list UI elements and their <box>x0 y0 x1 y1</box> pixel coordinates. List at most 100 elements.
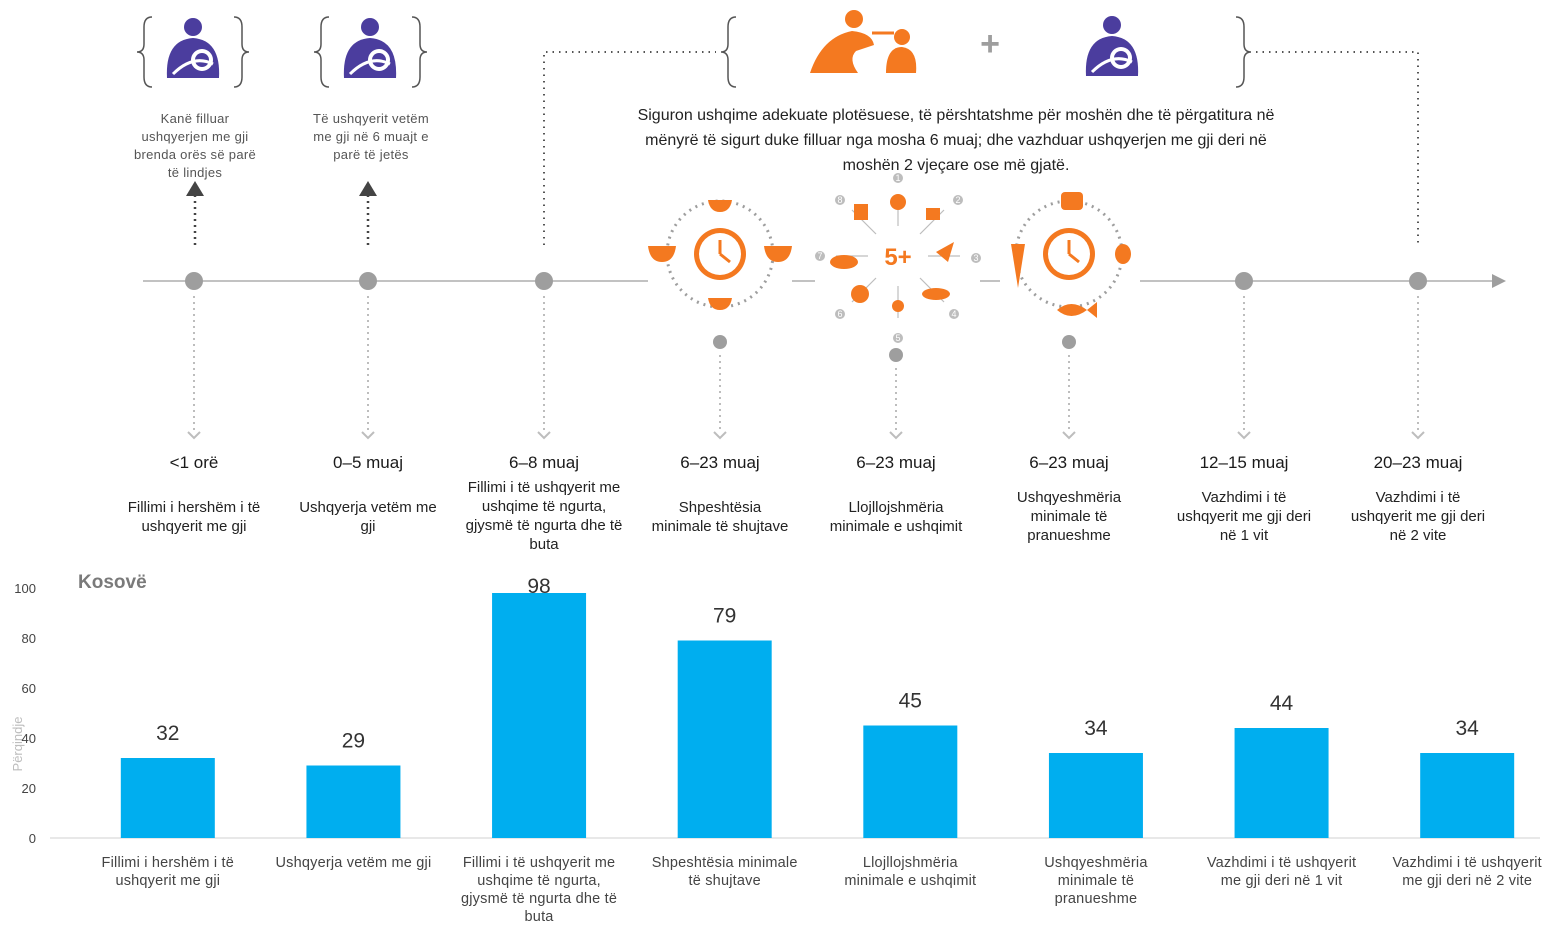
bowl-icon <box>708 200 732 212</box>
stage-description-line: ushqyerit me gji <box>141 518 247 535</box>
brace-left-1 <box>136 16 1252 88</box>
stage-description-line: gji <box>360 518 376 535</box>
stage-range-label: <1 orë <box>169 453 219 472</box>
food-group-number: 8 <box>837 195 842 205</box>
x-tick-label: minimale të <box>1058 873 1134 889</box>
note-exclusive-breastfeeding: Të ushqyerit vetëm me gji në 6 muajt e p… <box>288 110 454 164</box>
down-arrows <box>187 296 1425 440</box>
y-tick-label: 40 <box>22 731 36 746</box>
stage-description: Fillimi i hershëm i të ushqyerit me gji <box>106 498 282 536</box>
x-tick-label: Ushqyeshmëria <box>1044 855 1148 871</box>
y-tick-label: 100 <box>14 581 36 596</box>
bar-value-label: 79 <box>713 605 736 628</box>
x-tick-label: gjysmë të ngurta dhe të <box>461 891 617 907</box>
dietary-diversity-icon: 5+ 1 2 3 4 5 6 7 8 <box>815 173 981 343</box>
stage-range-label: 6–23 muaj <box>680 453 760 472</box>
carrot-icon <box>1011 244 1025 288</box>
clock-icon <box>1043 228 1095 280</box>
stage-description-line: Ushqyerja vetëm me <box>299 499 437 516</box>
note-arrow-2 <box>359 181 377 245</box>
meal-frequency-icon <box>648 199 792 310</box>
description-line: mënyrë të sigurt duke filluar nga mosha … <box>645 132 1267 149</box>
bar <box>120 758 215 838</box>
bar <box>1420 753 1515 838</box>
food-group-number: 4 <box>951 309 956 319</box>
stage-description: Vazhdimi i të ushqyerit me gji deri në 2 v… <box>1330 488 1506 545</box>
bar-value-label: 98 <box>527 575 550 598</box>
timeline-node <box>889 348 903 362</box>
bowl-icon <box>764 246 792 262</box>
diversity-number: 5+ <box>884 244 911 271</box>
chart-title: Kosovë <box>78 572 147 593</box>
bowl-icon <box>648 246 676 262</box>
timeline-infographic: + <box>136 10 1506 440</box>
stage-description: Ushqyerja vetëm me gji <box>280 498 456 536</box>
bar-value-label: 34 <box>1084 717 1108 740</box>
note-line: Kanë filluar <box>160 111 230 126</box>
food-group-number: 5 <box>895 333 900 343</box>
stage-description-line: Ushqyeshmëria <box>1016 489 1122 506</box>
stage-range-label: 12–15 muaj <box>1199 453 1289 472</box>
x-tick-label: Vazhdimi i të ushqyerit <box>1207 855 1356 871</box>
stage-range-label: 20–23 muaj <box>1373 453 1463 472</box>
timeline-nodes <box>185 272 1427 362</box>
stage-description-line: minimale e ushqimit <box>829 518 963 535</box>
note-line: ushqyerjen me gji <box>141 129 249 144</box>
note-line: brenda orës së parë <box>133 147 257 162</box>
clock-icon <box>694 228 746 280</box>
bar-chart: Kosovë Përqindje 0 20 40 60 80 100 32 29 98 79 45… <box>10 572 1542 925</box>
description-line: moshën 2 vjeçare ose më gjatë. <box>842 157 1070 174</box>
note-line: Të ushqyerit vetëm <box>313 111 429 126</box>
egg-icon <box>1115 244 1131 264</box>
stage-description-line: pranueshme <box>1027 527 1111 544</box>
food-group-number: 2 <box>955 195 960 205</box>
food-group-number: 1 <box>895 173 900 183</box>
x-tick-label: Shpeshtësia minimale <box>652 855 798 871</box>
fish-icon <box>1057 302 1097 318</box>
bar <box>677 640 772 838</box>
timeline-node <box>535 272 553 290</box>
timeline-node <box>1409 272 1427 290</box>
x-tick-label: Llojllojshmëria <box>863 855 959 871</box>
x-tick-label: ushqime të ngurta, <box>477 873 601 889</box>
stage-description-line: në 1 vit <box>1219 527 1269 544</box>
timeline-node <box>185 272 203 290</box>
stage-description-line: gjysmë të ngurta dhe të <box>465 517 623 534</box>
stage-description: Llojllojshmëria minimale e ushqimit <box>808 498 984 536</box>
breastfeeding-icon <box>1085 16 1139 76</box>
stage-description-line: ushqyerit me gji deri <box>1350 508 1486 525</box>
x-tick-label: Fillimi i të ushqyerit me <box>463 855 615 871</box>
x-tick-label: të shujtave <box>689 873 761 889</box>
stage-description-line: minimale të <box>1030 508 1108 525</box>
bar-value-label: 45 <box>899 690 922 713</box>
bowl-icon <box>708 298 732 310</box>
timeline-node <box>713 335 727 349</box>
stage-description-line: Fillimi i të ushqyerit me <box>467 479 621 496</box>
timeline-node <box>1062 335 1076 349</box>
stage-description-line: Llojllojshmëria <box>848 499 944 516</box>
bar <box>1234 728 1329 838</box>
food-group-number: 3 <box>973 253 978 263</box>
stage-description-line: ushqyerit me gji deri <box>1176 508 1312 525</box>
bar-value-label: 29 <box>342 730 365 753</box>
breastfeeding-icon <box>166 18 220 78</box>
bar-value-label: 32 <box>156 722 179 745</box>
x-tick-label: pranueshme <box>1055 891 1138 907</box>
stage-description-line: Shpeshtësia <box>678 499 762 516</box>
timeline-node <box>359 272 377 290</box>
note-line: të lindjes <box>167 165 223 180</box>
stage-description-line: buta <box>529 536 559 553</box>
stage-description-line: Vazhdimi i të <box>1201 489 1287 506</box>
x-tick-label: buta <box>525 909 555 925</box>
plus-sign: + <box>980 25 1000 63</box>
stage-description-line: minimale të shujtave <box>651 518 789 535</box>
stage-description-line: Fillimi i hershëm i të <box>127 499 261 516</box>
acceptable-diet-icon <box>1011 192 1131 318</box>
bar <box>306 765 401 838</box>
bar <box>1048 753 1143 838</box>
complementary-feeding-description: Siguron ushqime adekuate plotësuese, të … <box>546 103 1366 178</box>
bar <box>863 725 958 838</box>
description-line: Siguron ushqime adekuate plotësuese, të … <box>637 107 1275 124</box>
y-tick-label: 20 <box>22 781 36 796</box>
x-tick-label: Fillimi i hershëm i të <box>102 855 235 871</box>
